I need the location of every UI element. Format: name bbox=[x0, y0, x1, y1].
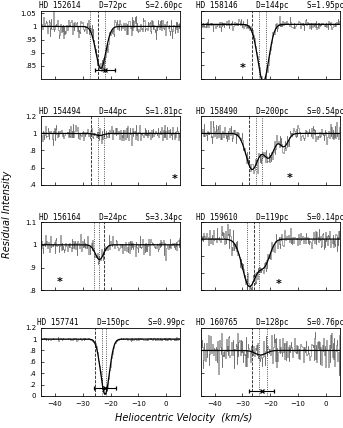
Text: Residual Intensity: Residual Intensity bbox=[2, 170, 12, 258]
Text: *: * bbox=[56, 276, 62, 287]
Text: *: * bbox=[239, 63, 245, 73]
Text: *: * bbox=[287, 173, 293, 183]
Text: *: * bbox=[275, 279, 282, 289]
Title: HD 159610    D=119pc    S=0.14pc: HD 159610 D=119pc S=0.14pc bbox=[196, 213, 343, 222]
Text: Heliocentric Velocity  (km/s): Heliocentric Velocity (km/s) bbox=[115, 413, 252, 423]
Title: HD 158490    D=200pc    S=0.54pc: HD 158490 D=200pc S=0.54pc bbox=[196, 107, 343, 116]
Title: HD 152614    D=72pc    S=2.60pc: HD 152614 D=72pc S=2.60pc bbox=[39, 1, 182, 10]
Text: *: * bbox=[172, 174, 177, 184]
Title: HD 154494    D=44pc    S=1.81pc: HD 154494 D=44pc S=1.81pc bbox=[39, 107, 182, 116]
Title: HD 160765    D=128pc    S=0.76pc: HD 160765 D=128pc S=0.76pc bbox=[196, 318, 343, 327]
Title: HD 156164    D=24pc    S=3.34pc: HD 156164 D=24pc S=3.34pc bbox=[39, 213, 182, 222]
Title: HD 158146    D=144pc    S=1.95pc: HD 158146 D=144pc S=1.95pc bbox=[196, 1, 343, 10]
Title: HD 157741    D=150pc    S=0.99pc: HD 157741 D=150pc S=0.99pc bbox=[37, 318, 185, 327]
